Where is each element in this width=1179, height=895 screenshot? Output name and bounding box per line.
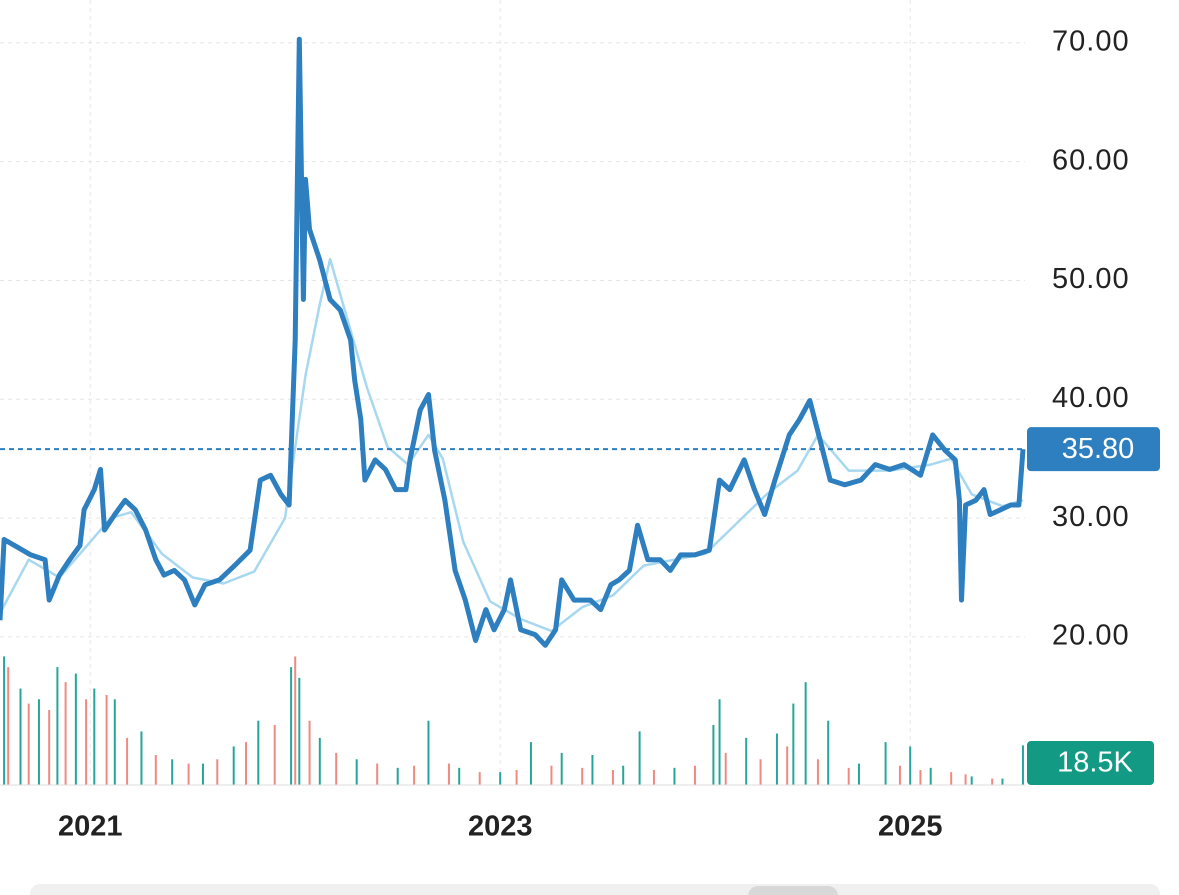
volume-bar	[458, 767, 461, 785]
volume-bar	[427, 720, 430, 785]
volume-bar	[294, 656, 297, 785]
volume-bar	[804, 682, 807, 785]
volume-bar	[308, 720, 311, 785]
volume-bar	[27, 703, 30, 785]
volume-bar	[140, 731, 143, 785]
y-tick-label: 70.00	[1052, 25, 1130, 57]
volume-bar	[93, 688, 96, 785]
volume-bar	[775, 733, 778, 785]
volume-bar	[105, 695, 108, 785]
y-tick-label: 50.00	[1052, 263, 1130, 295]
volume-bar	[786, 746, 789, 785]
volume-bar	[515, 770, 518, 785]
volume-bar	[1021, 745, 1024, 785]
volume-bar	[591, 755, 594, 785]
y-tick-label: 30.00	[1052, 501, 1130, 533]
volume-bar	[550, 765, 553, 785]
last-volume-badge	[1027, 741, 1154, 785]
volume-bar	[693, 765, 696, 785]
volume-bar	[898, 765, 901, 785]
volume-bar	[816, 759, 819, 785]
volume-bar	[950, 772, 953, 785]
volume-bar	[298, 677, 301, 785]
volume-bar	[273, 725, 276, 785]
last-price-badge	[1027, 427, 1160, 472]
volume-bar	[318, 737, 321, 785]
volume-bar	[499, 772, 502, 785]
volume-bar	[396, 767, 399, 785]
y-tick-label: 20.00	[1052, 620, 1130, 652]
volume-bar	[7, 667, 10, 785]
volume-bar	[759, 759, 762, 785]
volume-bar	[85, 699, 88, 785]
volume-bar	[290, 667, 293, 785]
volume-bar	[154, 755, 157, 785]
volume-bar	[673, 767, 676, 785]
x-tick-label: 2025	[878, 811, 943, 843]
volume-bar	[970, 776, 973, 785]
volume-bar	[37, 699, 40, 785]
volume-bar	[745, 737, 748, 785]
volume-bar	[126, 737, 129, 785]
volume-bar	[652, 770, 655, 785]
y-tick-label: 60.00	[1052, 144, 1130, 176]
volume-bar	[560, 752, 563, 785]
volume-bar	[622, 765, 625, 785]
x-tick-label: 2021	[58, 811, 123, 843]
volume-bar	[827, 720, 830, 785]
volume-bar	[113, 699, 116, 785]
volume-bar	[712, 725, 715, 785]
last-volume-label: 18.5K	[1057, 747, 1133, 779]
volume-bar	[447, 763, 450, 785]
volume-bar	[884, 742, 887, 785]
scrollbar-thumb[interactable]	[748, 886, 838, 895]
volume-bar	[991, 778, 994, 785]
volume-bar	[201, 763, 204, 785]
volume-bar	[376, 763, 379, 785]
moving-average-line	[0, 257, 1024, 633]
volume-bar	[1001, 778, 1004, 785]
scrollbar-track[interactable]	[30, 884, 1160, 895]
volume-bar	[245, 742, 247, 785]
volume-bar	[581, 767, 584, 785]
volume-bar	[171, 759, 174, 785]
volume-bar	[478, 772, 481, 785]
volume-bar	[64, 682, 67, 785]
volume-bar	[187, 763, 190, 785]
last-price-label: 35.80	[1062, 433, 1135, 465]
volume-bar	[909, 746, 912, 785]
volume-bar	[19, 688, 22, 785]
volume-bar	[929, 767, 932, 785]
volume-bar	[857, 763, 860, 785]
volume-bar	[718, 699, 721, 785]
volume-bar	[724, 752, 727, 785]
volume-bar	[792, 703, 795, 785]
volume-bar	[216, 759, 219, 785]
volume-bar	[638, 731, 641, 785]
volume-bar	[257, 720, 260, 785]
x-tick-label: 2023	[468, 811, 533, 843]
volume-bar	[529, 742, 532, 785]
volume-bar	[847, 767, 850, 785]
volume-bar	[919, 770, 922, 785]
volume-bar	[48, 710, 51, 785]
volume-bar	[611, 770, 614, 785]
y-tick-label: 40.00	[1052, 382, 1130, 414]
volume-bar	[335, 752, 338, 785]
volume-bar	[413, 765, 416, 785]
volume-bar	[964, 774, 967, 785]
volume-bar	[232, 746, 235, 785]
volume-bar	[3, 656, 6, 785]
price-line	[0, 36, 1026, 648]
volume-bar	[56, 667, 59, 785]
volume-bar	[355, 759, 358, 785]
volume-bar	[74, 673, 77, 785]
